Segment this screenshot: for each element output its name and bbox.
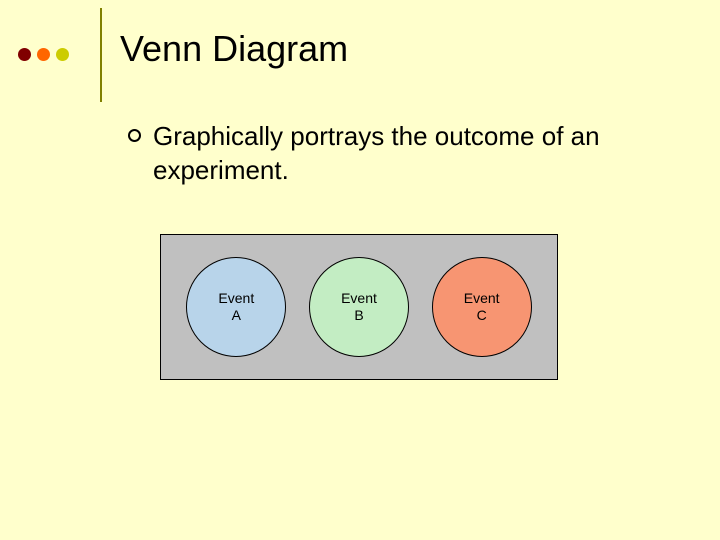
venn-circle-b: Event B: [309, 257, 409, 357]
circle-label: B: [354, 307, 363, 325]
dot-1: [18, 48, 31, 61]
bullet-item: Graphically portrays the outcome of an e…: [128, 120, 628, 188]
dot-2: [37, 48, 50, 61]
ring-bullet-icon: [128, 129, 141, 142]
page-title: Venn Diagram: [120, 28, 348, 70]
venn-box: Event A Event B Event C: [160, 234, 558, 380]
header-dots: [18, 48, 69, 61]
circle-label: Event: [218, 290, 254, 308]
divider-line: [100, 8, 102, 102]
venn-circle-a: Event A: [186, 257, 286, 357]
circle-label: Event: [464, 290, 500, 308]
circle-label: Event: [341, 290, 377, 308]
circle-label: C: [477, 307, 487, 325]
bullet-text: Graphically portrays the outcome of an e…: [153, 120, 628, 188]
circle-label: A: [232, 307, 241, 325]
dot-3: [56, 48, 69, 61]
venn-circle-c: Event C: [432, 257, 532, 357]
